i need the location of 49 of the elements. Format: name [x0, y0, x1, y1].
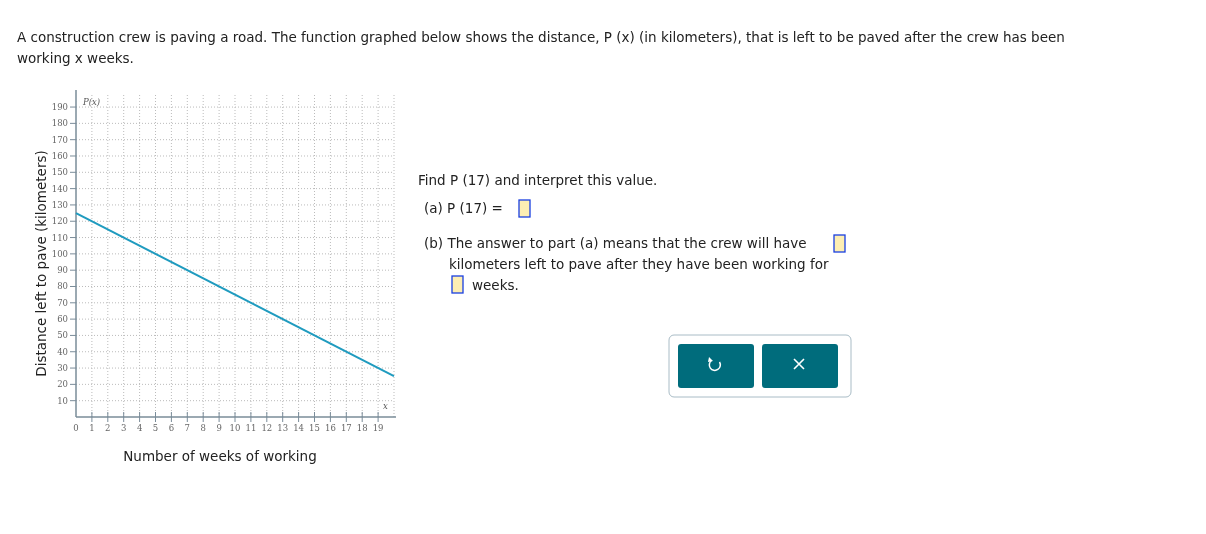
x-tick-label: 6 [168, 423, 175, 433]
text: A construction crew is paving a road. The function graphed below shows the distance, P (x) (in kilometers), that is left to be paved after the crew has been working x weeks. [17, 28, 1066, 68]
y-tick-label: 170 [51, 134, 68, 145]
x-tick-label: 19 [372, 423, 384, 433]
x-tick-label: 15 [309, 423, 320, 433]
y-axis-title: Distance left to pave (kilometers) [33, 150, 49, 377]
x-tick-label: 5 [152, 423, 159, 433]
x-tick-label: 16 [324, 423, 336, 433]
y-tick-label: 90 [57, 265, 68, 276]
text: (a) P (17) = [424, 200, 503, 216]
x-tick-label: 14 [293, 423, 305, 433]
x-tick-label: 3 [120, 423, 127, 433]
x-tick-label: 18 [356, 423, 368, 433]
y-tick-label: 70 [57, 297, 68, 308]
y-tick-label: 130 [51, 199, 68, 210]
y-tick-label: 20 [57, 379, 68, 390]
y-tick-label: 10 [57, 395, 68, 406]
text: (b) The answer to part (a) means that the crew will have [424, 235, 807, 251]
x-axis-title: Number of weeks of working [123, 448, 317, 464]
y-tick-label: 40 [57, 346, 68, 357]
x-tick-label: 13 [277, 423, 289, 433]
y-tick-label: 100 [51, 248, 68, 259]
y-tick-label: 30 [57, 363, 68, 374]
y-tick-label: 80 [57, 281, 68, 292]
y-tick-label: 140 [51, 183, 68, 194]
x-tick-label: 0 [73, 423, 79, 433]
x-tick-label: 2 [105, 423, 111, 433]
y-tick-label: 180 [51, 118, 68, 129]
x-tick-label: 9 [216, 423, 222, 433]
text: kilometers left to pave after they have been working for [449, 256, 829, 272]
y-tick-label: 160 [51, 150, 68, 161]
y-tick-label: 120 [51, 216, 68, 227]
x-tick-label: 11 [245, 423, 257, 433]
y-tick-label: 110 [51, 232, 68, 243]
y-tick-label: 50 [57, 330, 68, 341]
annotation: x [383, 401, 388, 411]
x-tick-label: 8 [200, 423, 206, 433]
x-tick-label: 17 [340, 423, 352, 433]
y-tick-label: 150 [51, 167, 68, 178]
annotation: P(x) [82, 97, 101, 107]
x-tick-label: 12 [261, 423, 273, 433]
y-tick-label: 60 [57, 314, 68, 325]
x-tick-label: 4 [136, 423, 143, 433]
x-tick-label: 7 [184, 423, 191, 433]
x-tick-label: 10 [229, 423, 241, 433]
y-tick-label: 190 [51, 102, 68, 113]
x-tick-label: 1 [89, 423, 95, 433]
text: weeks. [472, 277, 519, 293]
text: Find P (17) and interpret this value. [418, 172, 658, 188]
